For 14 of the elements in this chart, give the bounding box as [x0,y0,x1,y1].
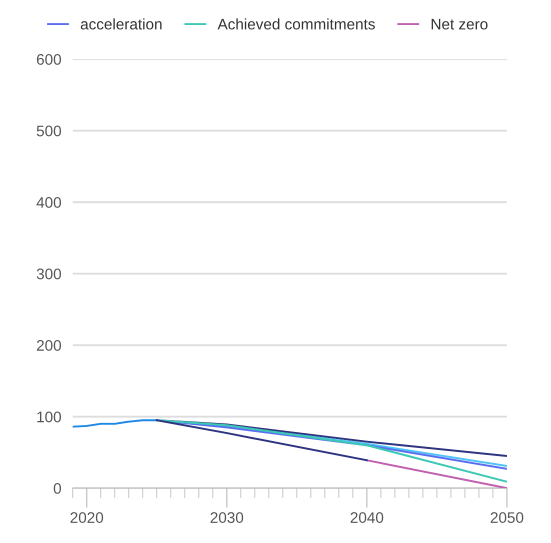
y-tick-label: 500 [36,126,62,136]
legend-label: acceleration [80,18,162,30]
y-tick-label: 100 [37,412,62,422]
legend-label: Achieved commitments [218,18,375,30]
x-tick-label: 2030 [210,512,244,523]
y-tick-label: 300 [36,268,62,280]
x-tick-label: 2020 [70,512,104,523]
y-tick-label: 600 [36,54,62,65]
y-tick-label: 200 [36,340,62,351]
y-tick-label: 400 [36,197,62,208]
x-tick-label: 2040 [350,512,384,523]
legend-label: Net zero [432,18,488,30]
x-tick-label: 2050 [490,512,524,523]
y-tick-label: 0 [54,483,62,494]
